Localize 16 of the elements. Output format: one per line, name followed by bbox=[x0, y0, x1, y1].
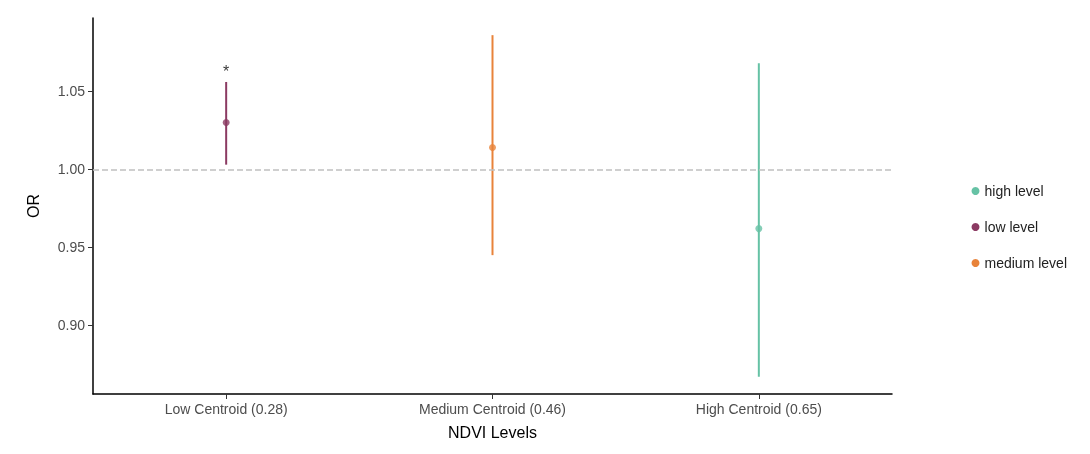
legend-label: high level bbox=[984, 183, 1044, 199]
point bbox=[222, 119, 230, 127]
point bbox=[755, 225, 763, 233]
y-tick-label: 1.00 bbox=[57, 161, 86, 178]
legend-label: medium level bbox=[984, 255, 1068, 271]
y-axis-title: OR bbox=[24, 194, 42, 218]
y-tick-label: 0.95 bbox=[57, 239, 86, 256]
x-tick-label: Medium Centroid (0.46) bbox=[418, 401, 567, 417]
y-tick-label: 1.05 bbox=[57, 83, 86, 100]
annotation: * bbox=[223, 63, 230, 81]
x-tick-label: High Centroid (0.65) bbox=[695, 401, 822, 417]
y-tick-label: 0.90 bbox=[57, 317, 86, 334]
x-axis-title: NDVI Levels bbox=[448, 423, 537, 441]
x-tick-label: Low Centroid (0.28) bbox=[164, 401, 288, 417]
point bbox=[489, 144, 496, 151]
legend-label: low level bbox=[984, 219, 1039, 235]
